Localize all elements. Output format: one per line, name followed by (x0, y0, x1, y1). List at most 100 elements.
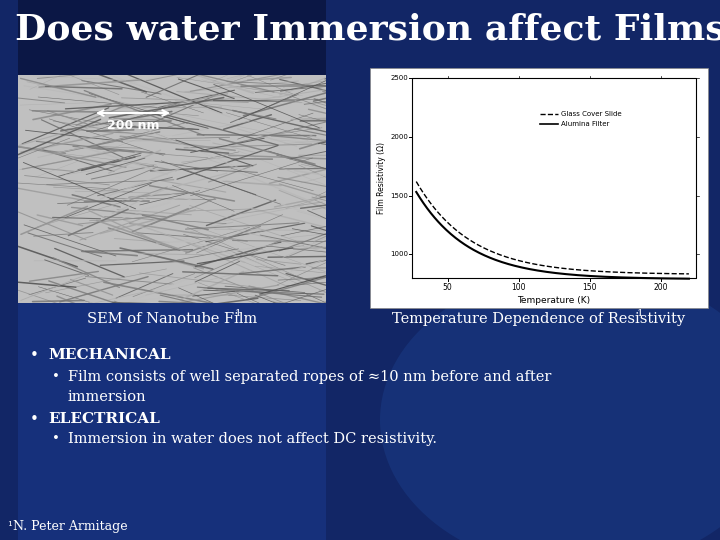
Bar (0, 292, 720, 293)
Text: •: • (52, 370, 60, 383)
Bar (0, 316, 720, 317)
Bar (0, 274, 720, 275)
Bar (0, 299, 720, 300)
Bar (0, 345, 720, 346)
Bar (0, 12, 720, 13)
Bar (0, 481, 720, 482)
Bar (0, 533, 720, 534)
Text: ELECTRICAL: ELECTRICAL (48, 412, 160, 426)
Bar (0, 30, 720, 31)
Bar (0, 356, 720, 357)
Bar (0, 314, 720, 315)
Bar (0, 260, 720, 261)
Bar (0, 359, 720, 360)
Bar (0, 31, 720, 32)
Bar (0, 10, 720, 11)
Bar (0, 2, 720, 3)
Bar (0, 73, 720, 74)
Bar (0, 489, 720, 490)
Bar (0, 413, 720, 414)
Bar (0, 490, 720, 491)
Bar (0, 466, 720, 467)
Bar (0, 225, 720, 226)
Text: Alumina Filter: Alumina Filter (561, 121, 609, 127)
Bar (0, 522, 720, 523)
Bar (0, 344, 720, 345)
Bar (0, 491, 720, 492)
Bar (0, 231, 720, 232)
Bar (0, 308, 720, 309)
Bar (0, 249, 720, 250)
Bar (0, 203, 720, 204)
Bar (0, 228, 720, 229)
Bar (0, 48, 720, 49)
Bar (0, 75, 720, 76)
Bar (0, 335, 720, 336)
Bar (0, 175, 720, 176)
Bar (0, 131, 720, 132)
Bar (0, 264, 720, 265)
Bar (0, 207, 720, 208)
Bar (0, 77, 720, 78)
Bar (0, 215, 720, 216)
Bar (0, 402, 720, 403)
Bar (0, 407, 720, 408)
Bar (0, 458, 720, 459)
Bar (0, 267, 720, 268)
Bar (0, 518, 720, 519)
Bar (0, 204, 720, 205)
Bar (18, 75, 326, 303)
Bar (0, 293, 720, 294)
Bar (0, 505, 720, 506)
Bar (0, 287, 720, 288)
Bar (0, 216, 720, 217)
Bar (0, 21, 720, 22)
Bar (0, 254, 720, 255)
Bar (0, 99, 720, 100)
Text: 50: 50 (443, 283, 452, 292)
Text: immersion: immersion (68, 390, 147, 404)
Bar (0, 444, 720, 445)
Bar (0, 424, 720, 425)
Bar (0, 258, 720, 259)
Bar (0, 129, 720, 130)
Bar (0, 473, 720, 474)
Bar (0, 508, 720, 509)
Bar (0, 119, 720, 120)
Bar (0, 449, 720, 450)
Bar (0, 377, 720, 378)
Bar (0, 459, 720, 460)
Bar (0, 523, 720, 524)
Bar (0, 438, 720, 439)
Bar (0, 166, 720, 167)
Bar (0, 381, 720, 382)
Bar (0, 446, 720, 447)
Bar (0, 472, 720, 473)
Bar (0, 525, 720, 526)
Bar (0, 286, 720, 287)
Bar (0, 142, 720, 143)
Bar (0, 283, 720, 284)
Bar (0, 428, 720, 429)
Bar (0, 19, 720, 20)
Bar (0, 515, 720, 516)
Bar (0, 404, 720, 405)
Bar (0, 302, 720, 303)
Bar (0, 172, 720, 173)
Bar (0, 511, 720, 512)
Bar (0, 351, 720, 352)
Bar (0, 478, 720, 479)
Bar (0, 3, 720, 4)
Bar (0, 341, 720, 342)
Bar (0, 147, 720, 148)
Bar (0, 354, 720, 355)
Bar (0, 60, 720, 61)
Bar (0, 195, 720, 196)
Bar (0, 52, 720, 53)
Bar (0, 317, 720, 318)
Bar (0, 355, 720, 356)
Bar (0, 28, 720, 29)
Bar (0, 277, 720, 278)
Bar (0, 376, 720, 377)
Bar (0, 56, 720, 57)
